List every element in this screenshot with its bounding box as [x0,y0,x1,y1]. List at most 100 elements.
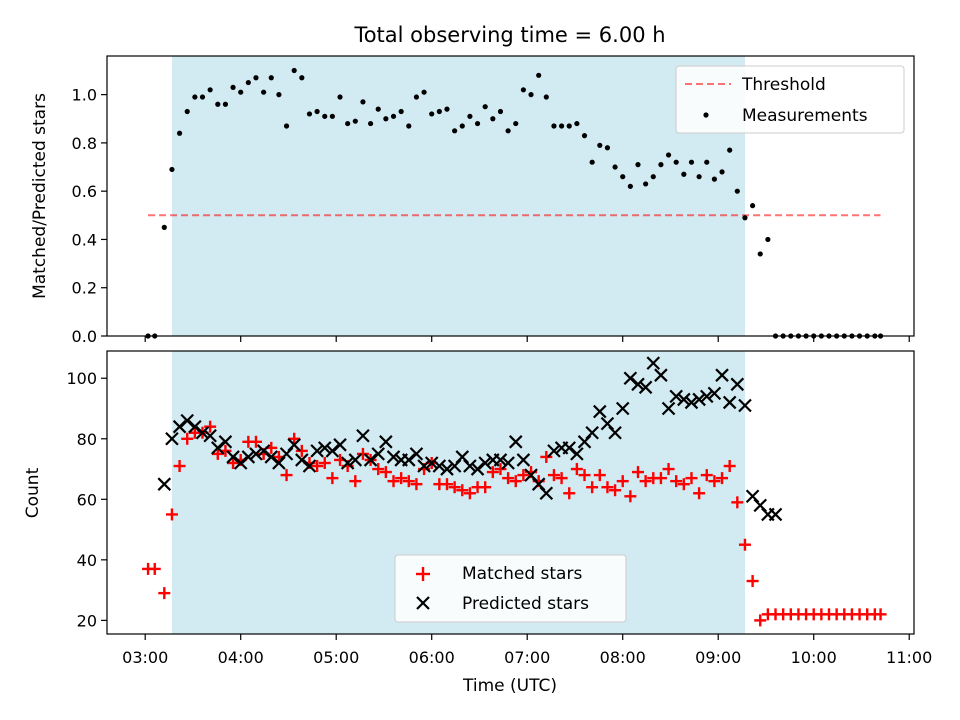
measurement-point [192,94,198,100]
measurement-point [238,89,244,95]
predicted-star-point [295,453,309,467]
matched-star-point [227,456,240,469]
bottom-legend: Matched stars Predicted stars [394,554,627,623]
matched-star-point [356,447,369,460]
measurement-point [566,123,572,129]
matched-star-point [311,460,324,473]
bottom-ticks: 20 40 60 80 100 03:00 04:00 05:00 06:00 07:00 08:0… [66,369,932,667]
matched-star-point [486,466,499,479]
measurement-point [398,108,404,115]
measurements-legend-swatch [703,112,709,118]
matched-star-point [731,496,744,509]
matched-star-point [716,472,729,485]
predicted-star-point [226,450,240,464]
top-observing-span [171,56,745,336]
matched-star-point [547,469,560,482]
measurement-point [360,99,366,105]
measurement-point [467,113,473,119]
measurement-point [581,133,588,139]
matched-star-point [158,587,171,600]
measurement-point [604,145,611,151]
matched-star-point [639,475,652,488]
predicted-star-point [478,456,492,470]
matched-star-point [440,478,453,491]
y-tick-label: 0.0 [72,327,97,346]
matched-star-point [379,466,392,479]
predicted-star-point [585,425,599,440]
predicted-star-point [249,447,263,461]
measurement-point [665,152,672,158]
matched-legend-label: Matched stars [462,564,582,584]
x-tick-label: 05:00 [313,648,359,667]
bottom-y-axis-label: Count [23,467,43,518]
top-axes-frame [106,55,915,337]
measurement-point [429,111,435,117]
predicted-star-point [440,462,454,476]
matched-star-point [509,475,522,488]
measurement-point [291,67,297,74]
predicted-star-point [417,459,431,473]
measurement-point [505,128,511,134]
predicted-star-point [363,453,378,467]
matched-star-point [280,469,293,482]
measurement-point [268,75,274,81]
predicted-star-point [157,477,172,491]
measurement-point [589,159,595,165]
measurement-point [750,203,756,209]
top-legend: Threshold Measurements [675,65,905,134]
measurement-point [558,123,565,129]
predicted-star-point [402,453,416,467]
measurement-point [658,162,664,168]
measurement-point [314,108,320,115]
measurement-point [436,108,442,115]
measurement-point [161,224,167,230]
y-tick-label: 40 [77,551,97,570]
matched-star-point [318,456,331,469]
y-tick-label: 20 [77,611,97,630]
measurement-point [673,159,679,165]
predicted-star-point [241,450,256,464]
measurement-point [696,174,702,180]
measurement-point [230,84,236,90]
measurement-point [574,120,580,127]
measurement-point [306,111,313,117]
measurement-point [367,120,374,127]
measurement-point [536,72,542,78]
matched-star-point [754,614,767,627]
matched-star-point [593,469,606,482]
matched-star-point [570,463,583,476]
measurement-point [406,123,412,129]
predicted-star-point [508,435,523,449]
measurement-point [176,130,183,136]
measurement-point [215,101,221,107]
predicted-star-point [707,386,722,401]
measurement-point [765,236,771,243]
predicted-star-point [325,444,340,458]
measurement-point [612,164,618,170]
measurement-point [283,123,290,129]
matched-star-point [631,466,644,479]
measurement-point [329,113,335,119]
matched-star-point [624,490,637,503]
predicted-star-point [677,392,691,407]
measurement-point [681,171,687,177]
measurement-point [704,159,710,165]
x-axis-label: Time (UTC) [462,676,557,696]
top-y-axis-label: Matched/Predicted stars [30,93,50,299]
measurement-point [184,108,190,115]
measurement-point [597,142,603,148]
bottom-legend-box [394,554,627,623]
matched-star-point [540,450,553,463]
measurement-point [635,162,641,168]
measurement-point [299,75,305,81]
measurement-point [620,174,626,180]
measurement-point [421,89,427,95]
predicted-star-point [302,459,317,473]
predicted-star-point [333,438,347,452]
predicted-star-point [768,507,783,522]
predicted-star-point [287,438,301,452]
predicted-star-point [722,395,737,410]
measurement-point [490,116,496,122]
measurement-point [169,166,175,173]
